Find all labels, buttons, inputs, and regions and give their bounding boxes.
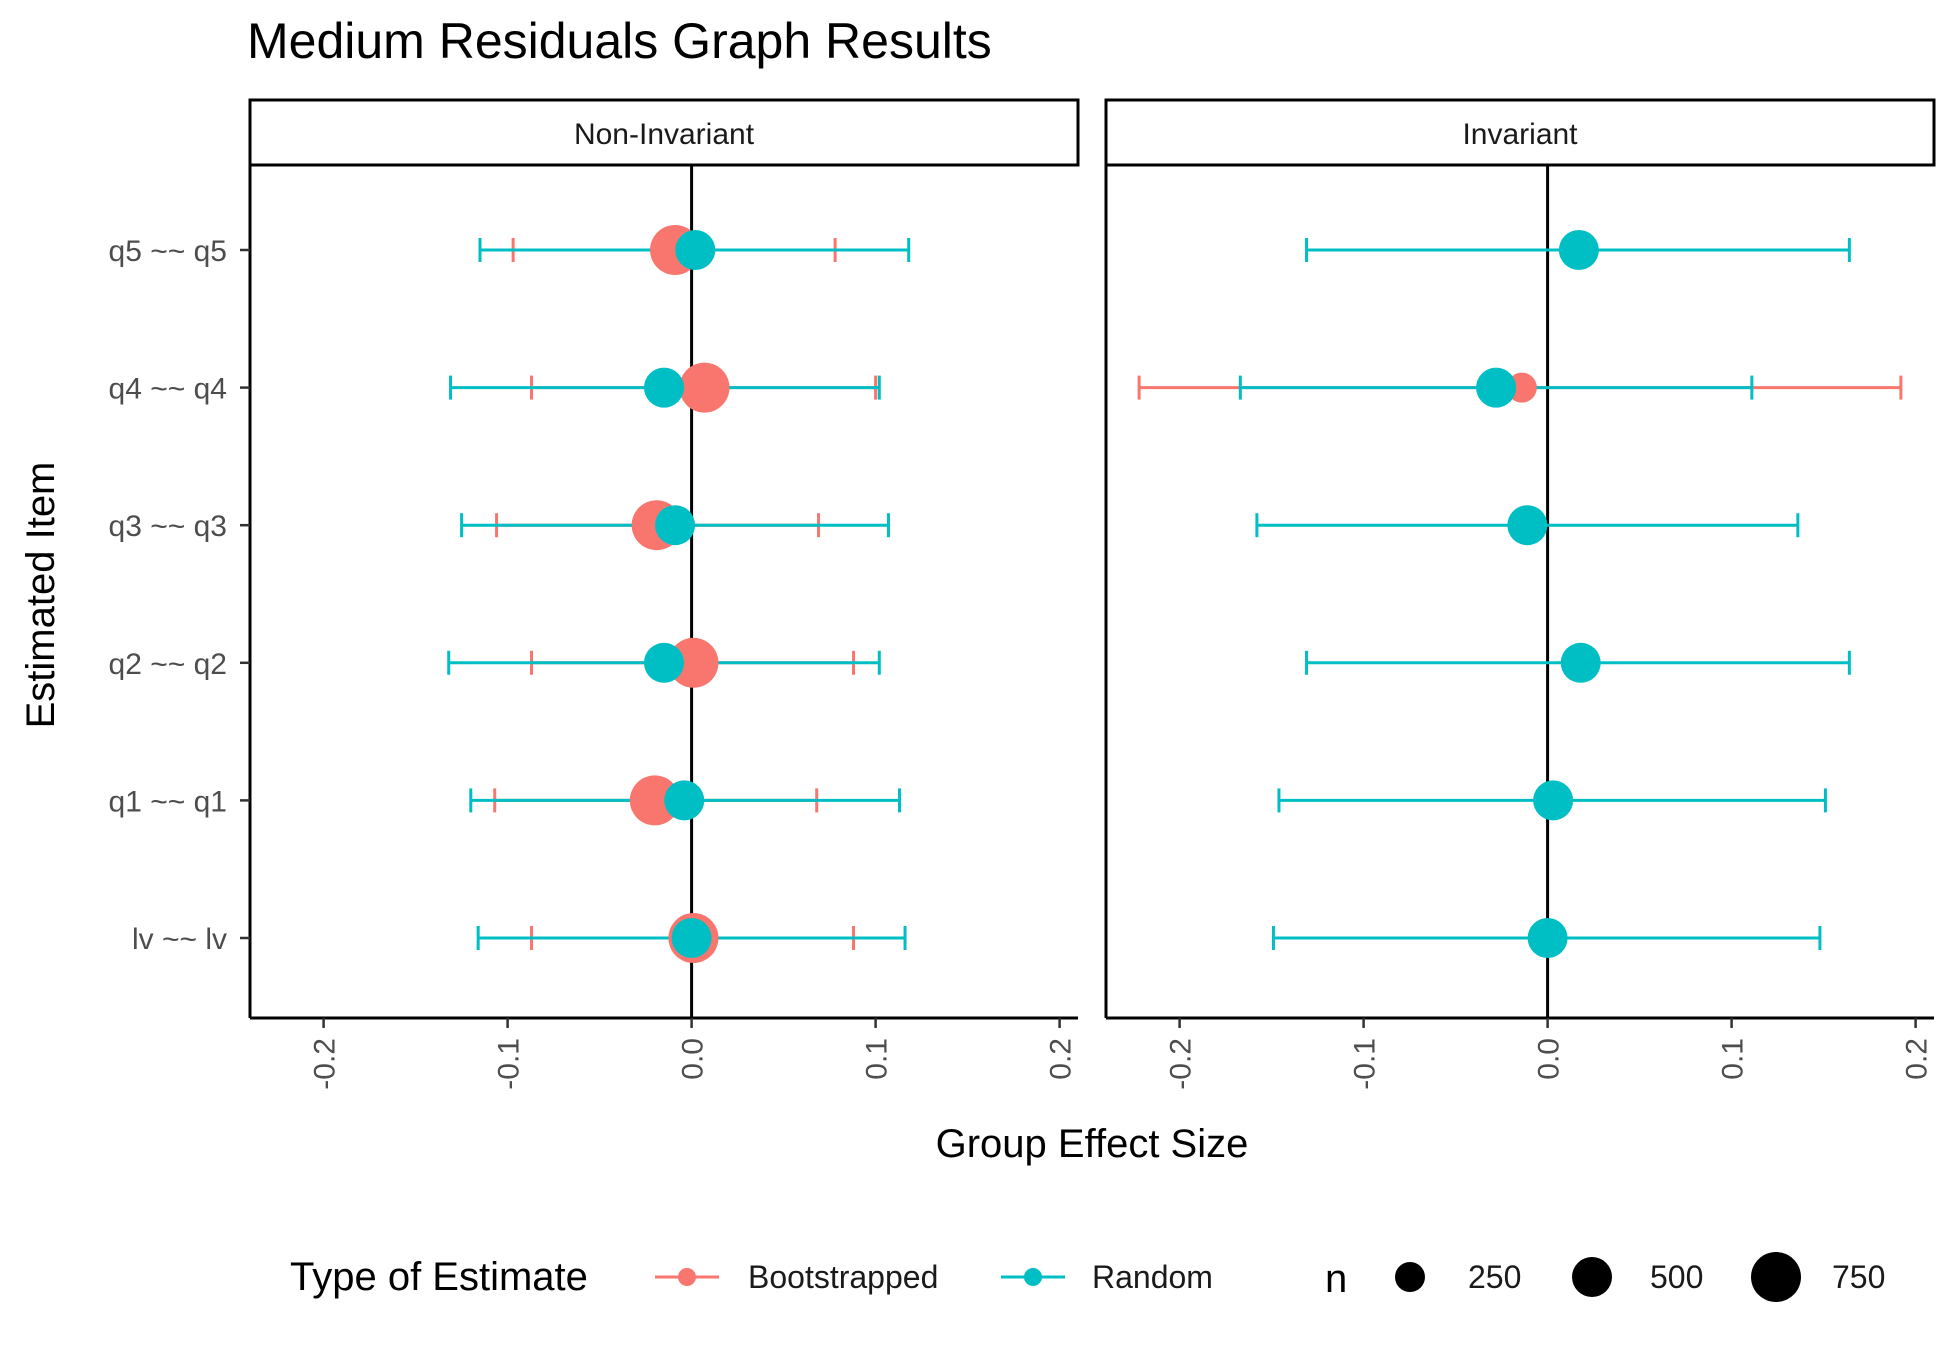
y-tick-label-q5-q5: q5 ~~ q5 <box>109 235 227 268</box>
point-non-invariant-bootstrapped-q4-q4 <box>679 362 730 413</box>
x-tick-label-non-invariant: -0.1 <box>493 1038 526 1090</box>
legend-size-point-500 <box>1572 1257 1612 1297</box>
legend-size-label-500: 500 <box>1650 1259 1703 1295</box>
point-non-invariant-bootstrapped-q2-q2 <box>668 637 719 688</box>
panel-invariant: -0.2 -0.1 0.0 0.1 0.2 <box>1104 165 1934 1090</box>
point-invariant-random-q3-q3 <box>1507 505 1548 546</box>
point-non-invariant-random-q1-q1 <box>664 780 705 821</box>
y-tick-label-q3-q3: q3 ~~ q3 <box>109 510 227 543</box>
y-tick-label-q1-q1: q1 ~~ q1 <box>109 785 227 818</box>
legend: Type of Estimate Bootstrapped Random n 2… <box>290 1252 1885 1302</box>
legend-key-point-random <box>1024 1268 1042 1286</box>
panel-non-invariant: -0.2 -0.1 0.0 0.1 0.2 <box>248 165 1078 1090</box>
point-invariant-random-lv-lv <box>1527 918 1568 958</box>
strip-label-non-invariant: Non-Invariant <box>574 118 755 151</box>
y-tick-label-q2-q2: q2 ~~ q2 <box>109 648 227 681</box>
point-invariant-random-q4-q4 <box>1476 367 1517 408</box>
point-invariant-random-q2-q2 <box>1560 642 1601 683</box>
x-tick-label-invariant: 0.1 <box>1717 1038 1750 1080</box>
y-axis-title: Estimated Item <box>19 462 63 729</box>
point-invariant-random-q5-q5 <box>1558 230 1599 270</box>
x-axis-title: Group Effect Size <box>936 1122 1249 1166</box>
legend-label-bootstrapped: Bootstrapped <box>748 1259 938 1295</box>
y-tick-label-q4-q4: q4 ~~ q4 <box>109 373 227 406</box>
point-non-invariant-random-q4-q4 <box>644 367 684 408</box>
legend-key-point-bootstrapped <box>678 1268 696 1286</box>
y-axis-ticks: q5 ~~ q5 q4 ~~ q4 q3 ~~ q3 q2 ~~ q2 q1 ~~ q1… <box>109 235 250 956</box>
y-tick-label-lv-lv: lv ~~ lv <box>132 923 227 956</box>
point-non-invariant-random-q3-q3 <box>655 505 696 546</box>
x-tick-label-invariant: 0.0 <box>1533 1038 1566 1080</box>
point-non-invariant-random-q5-q5 <box>675 230 716 270</box>
x-tick-label-invariant: -0.2 <box>1165 1038 1198 1090</box>
point-non-invariant-random-lv-lv <box>671 918 712 958</box>
x-tick-label-invariant: -0.1 <box>1349 1038 1382 1090</box>
legend-size-title: n <box>1325 1257 1347 1301</box>
x-tick-label-invariant: 0.2 <box>1901 1038 1934 1080</box>
legend-size-point-250 <box>1395 1262 1425 1292</box>
point-non-invariant-bootstrapped-q1-q1 <box>629 775 680 826</box>
strip-invariant <box>1104 98 1936 167</box>
chart-title: Medium Residuals Graph Results <box>247 13 992 69</box>
strip-non-invariant <box>248 98 1080 167</box>
legend-color-title: Type of Estimate <box>290 1255 588 1299</box>
legend-label-random: Random <box>1092 1259 1213 1295</box>
x-tick-label-non-invariant: 0.2 <box>1045 1038 1078 1080</box>
legend-size-label-750: 750 <box>1832 1259 1885 1295</box>
x-tick-label-non-invariant: -0.2 <box>309 1038 342 1090</box>
legend-size-point-750 <box>1751 1252 1801 1302</box>
strip-label-invariant: Invariant <box>1462 118 1578 151</box>
legend-size-label-250: 250 <box>1468 1259 1521 1295</box>
point-invariant-random-q1-q1 <box>1533 780 1574 821</box>
x-tick-label-non-invariant: 0.1 <box>861 1038 894 1080</box>
point-non-invariant-random-q2-q2 <box>644 642 684 683</box>
x-tick-label-non-invariant: 0.0 <box>677 1038 710 1080</box>
